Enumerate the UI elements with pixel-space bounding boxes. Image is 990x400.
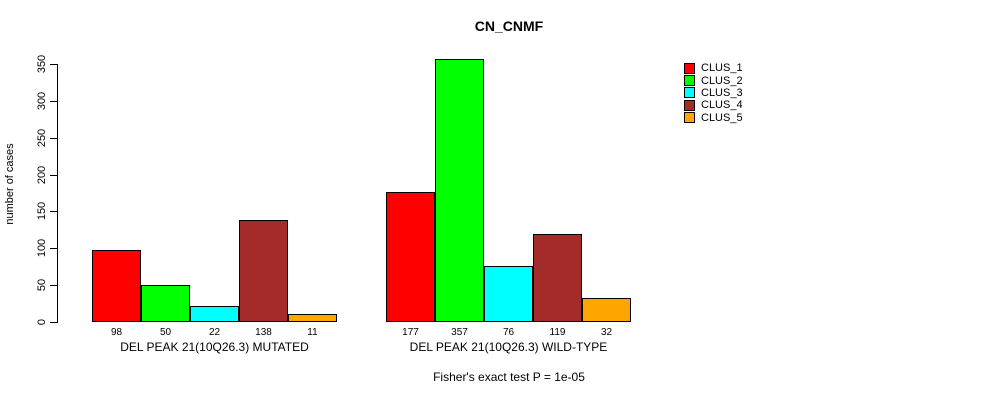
bar-clus_5-group2	[582, 298, 631, 322]
legend-item-label: CLUS_2	[701, 74, 743, 87]
bar-value-label: 11	[307, 327, 318, 338]
bar-clus_3-group2	[484, 266, 533, 322]
legend-item-label: CLUS_4	[701, 99, 743, 112]
legend-item: CLUS_1	[684, 62, 743, 74]
bar-clus_2-group2	[435, 59, 484, 322]
y-axis-line	[57, 64, 58, 323]
y-axis-tick	[50, 248, 57, 250]
bar-clus_5-group1	[288, 314, 337, 322]
bar-value-label: 177	[402, 327, 419, 338]
legend-swatch	[684, 75, 695, 87]
y-axis-tick	[50, 100, 57, 102]
y-axis-tick-label: 150	[36, 202, 48, 221]
y-axis-tick	[50, 211, 57, 213]
legend-item: CLUS_3	[684, 87, 743, 99]
legend: CLUS_1 CLUS_2 CLUS_3 CLUS_4 CLUS_5	[684, 62, 743, 124]
y-axis-tick	[50, 64, 57, 65]
legend-item: CLUS_5	[684, 112, 743, 124]
y-axis-tick	[50, 174, 57, 176]
y-axis-tick-label: 300	[36, 91, 48, 111]
bar-value-label: 22	[208, 327, 221, 338]
bar-clus_2-group1	[141, 285, 190, 322]
bar-value-label: 76	[502, 327, 515, 338]
group-axis-label: DEL PEAK 21(10Q26.3) WILD-TYPE	[409, 340, 608, 354]
bar-value-label: 50	[159, 327, 172, 338]
fisher-test-annotation: Fisher's exact test P = 1e-05	[433, 370, 585, 384]
bar-clus_3-group1	[190, 306, 239, 322]
y-axis-tick-label: 250	[36, 128, 48, 147]
y-axis-tick	[50, 137, 57, 139]
legend-item-label: CLUS_3	[701, 86, 743, 99]
bar-value-label: 357	[451, 327, 468, 338]
bar-value-label: 98	[110, 327, 123, 338]
legend-swatch	[684, 62, 695, 74]
y-axis-tick-label: 200	[36, 165, 48, 184]
y-axis-tick-label: 350	[36, 54, 48, 74]
bar-clus_4-group1	[239, 220, 288, 322]
y-axis-tick	[50, 322, 57, 323]
legend-item-label: CLUS_5	[701, 111, 743, 124]
bar-value-label: 138	[255, 327, 272, 338]
chart-title: CN_CNMF	[474, 18, 544, 34]
bar-value-label: 119	[549, 327, 566, 338]
legend-item: CLUS_4	[684, 99, 743, 111]
legend-swatch	[684, 112, 695, 124]
group-axis-label: DEL PEAK 21(10Q26.3) MUTATED	[120, 340, 309, 354]
bar-value-label: 32	[600, 327, 613, 338]
legend-swatch	[684, 99, 695, 111]
y-axis-tick-label: 50	[36, 279, 48, 292]
bar-clus_1-group1	[92, 250, 141, 322]
bar-clus_1-group2	[386, 192, 435, 322]
y-axis-tick-label: 100	[36, 239, 48, 258]
y-axis-label: number of cases	[4, 143, 16, 225]
legend-swatch	[684, 87, 695, 99]
legend-item: CLUS_2	[684, 74, 743, 87]
legend-item-label: CLUS_1	[701, 62, 743, 75]
y-axis-tick-label: 0	[36, 318, 48, 326]
y-axis-tick	[50, 285, 57, 287]
bar-clus_4-group2	[533, 234, 582, 322]
